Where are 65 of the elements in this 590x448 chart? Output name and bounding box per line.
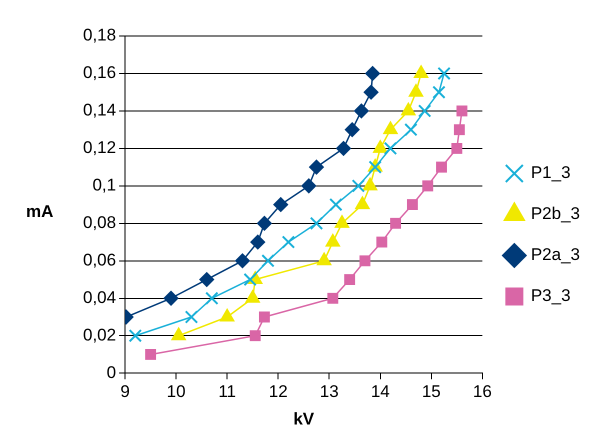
point bbox=[256, 216, 272, 231]
point bbox=[145, 349, 156, 360]
y-tick-label: 0,14 bbox=[82, 100, 116, 120]
point bbox=[384, 142, 398, 156]
point bbox=[376, 236, 388, 248]
point bbox=[422, 180, 434, 192]
point bbox=[390, 218, 402, 229]
legend-label: P2a_3 bbox=[530, 245, 580, 264]
y-tick-label: 0,06 bbox=[82, 250, 116, 270]
point bbox=[336, 140, 352, 156]
x-tick-label: 12 bbox=[268, 382, 288, 402]
point bbox=[184, 310, 198, 324]
point bbox=[364, 84, 379, 100]
point bbox=[404, 123, 418, 136]
point bbox=[250, 330, 261, 342]
point bbox=[456, 105, 468, 116]
point bbox=[250, 234, 266, 250]
point bbox=[451, 142, 462, 154]
point bbox=[128, 329, 142, 342]
y-tick-label: 0,12 bbox=[82, 138, 116, 158]
point bbox=[258, 312, 270, 322]
y-tick-label: 0,1 bbox=[92, 176, 116, 195]
y-tick-label: 0,08 bbox=[82, 213, 116, 232]
point bbox=[205, 292, 219, 305]
point bbox=[164, 290, 179, 306]
point bbox=[261, 254, 275, 268]
point bbox=[454, 124, 465, 136]
point bbox=[432, 86, 446, 99]
point bbox=[329, 198, 343, 212]
legend-label: P3_3 bbox=[530, 286, 571, 306]
point bbox=[327, 292, 338, 304]
y-tick-label: 0,16 bbox=[82, 63, 116, 82]
x-tick-label: 13 bbox=[320, 382, 339, 402]
x-tick-label: 15 bbox=[422, 382, 441, 402]
point bbox=[354, 103, 369, 118]
y-tick-label: 0,04 bbox=[82, 288, 116, 307]
x-axis-title: kV bbox=[293, 409, 315, 428]
point bbox=[436, 162, 447, 173]
point bbox=[310, 216, 324, 230]
point bbox=[344, 122, 360, 138]
legend-label: P1_3 bbox=[530, 163, 571, 182]
y-tick-label: 0,18 bbox=[82, 26, 116, 45]
y-tick-label: 0 bbox=[106, 362, 116, 382]
point bbox=[344, 274, 356, 285]
x-tick-label: 16 bbox=[472, 382, 492, 402]
point bbox=[360, 255, 370, 266]
point bbox=[273, 197, 288, 212]
x-tick-label: 11 bbox=[218, 382, 236, 402]
legend-label: P2b_3 bbox=[530, 204, 580, 224]
y-tick-label: 0,02 bbox=[82, 325, 116, 344]
point bbox=[418, 104, 432, 118]
x-tick-label: 10 bbox=[166, 382, 186, 402]
point bbox=[243, 272, 257, 286]
y-axis-title: mA bbox=[26, 202, 54, 222]
point bbox=[406, 199, 418, 210]
point bbox=[301, 178, 316, 194]
point bbox=[234, 253, 250, 268]
point bbox=[437, 66, 451, 80]
point bbox=[308, 160, 324, 175]
point bbox=[352, 179, 365, 193]
point bbox=[282, 235, 296, 249]
x-tick-label: 9 bbox=[120, 382, 130, 402]
point bbox=[365, 66, 380, 81]
x-tick-label: 14 bbox=[370, 382, 390, 402]
point bbox=[199, 272, 214, 288]
